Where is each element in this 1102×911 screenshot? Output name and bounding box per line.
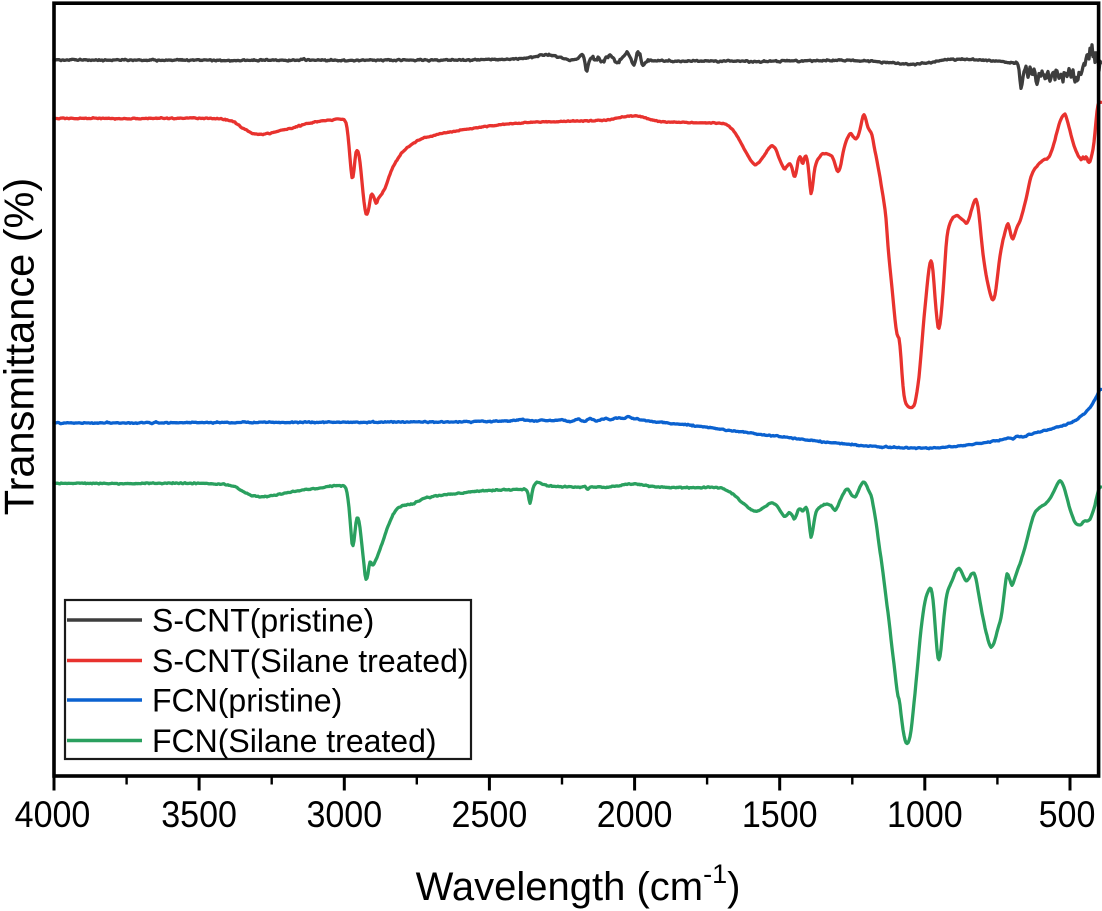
svg-text:FCN(Silane treated): FCN(Silane treated) <box>152 723 437 759</box>
svg-text:1500: 1500 <box>742 794 818 836</box>
svg-text:1000: 1000 <box>887 794 963 836</box>
svg-text:4000: 4000 <box>15 794 91 836</box>
svg-text:3500: 3500 <box>161 794 237 836</box>
svg-text:3000: 3000 <box>306 794 382 836</box>
svg-text:Wavelength (cm-1): Wavelength (cm-1) <box>416 859 741 909</box>
svg-text:FCN(pristine): FCN(pristine) <box>152 683 342 719</box>
svg-text:500: 500 <box>1039 794 1096 836</box>
svg-text:2000: 2000 <box>597 794 673 836</box>
svg-text:Transmittance (%): Transmittance (%) <box>0 178 43 515</box>
svg-text:2500: 2500 <box>452 794 528 836</box>
svg-text:S-CNT(Silane treated): S-CNT(Silane treated) <box>152 643 469 679</box>
svg-text:S-CNT(pristine): S-CNT(pristine) <box>152 603 374 639</box>
